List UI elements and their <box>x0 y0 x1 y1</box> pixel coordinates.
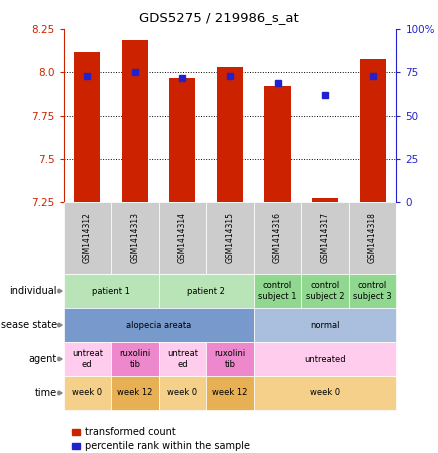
Text: untreat
ed: untreat ed <box>72 349 103 369</box>
Text: control
subject 1: control subject 1 <box>258 281 297 301</box>
Text: normal: normal <box>310 321 340 329</box>
Bar <box>301 202 349 274</box>
Text: week 0: week 0 <box>72 389 102 397</box>
Text: GSM1414316: GSM1414316 <box>273 212 282 263</box>
Bar <box>360 59 386 202</box>
Text: GDS5275 / 219986_s_at: GDS5275 / 219986_s_at <box>139 11 299 24</box>
Bar <box>206 202 254 274</box>
Text: untreated: untreated <box>304 355 346 363</box>
Text: GSM1414312: GSM1414312 <box>83 212 92 263</box>
Text: untreat
ed: untreat ed <box>167 349 198 369</box>
Text: percentile rank within the sample: percentile rank within the sample <box>85 441 251 452</box>
Bar <box>111 202 159 274</box>
Bar <box>349 202 396 274</box>
Bar <box>74 52 100 202</box>
Text: GSM1414318: GSM1414318 <box>368 212 377 263</box>
Text: ruxolini
tib: ruxolini tib <box>119 349 151 369</box>
Text: GSM1414313: GSM1414313 <box>131 212 139 263</box>
Bar <box>122 40 148 202</box>
Bar <box>64 202 111 274</box>
Text: patient 1: patient 1 <box>92 287 130 295</box>
Text: week 0: week 0 <box>310 389 340 397</box>
Bar <box>217 67 243 202</box>
Text: ruxolini
tib: ruxolini tib <box>214 349 246 369</box>
Bar <box>312 198 338 202</box>
Text: control
subject 3: control subject 3 <box>353 281 392 301</box>
Text: week 12: week 12 <box>212 389 247 397</box>
Text: control
subject 2: control subject 2 <box>306 281 344 301</box>
Text: week 0: week 0 <box>167 389 198 397</box>
Text: time: time <box>35 388 57 398</box>
Bar <box>170 77 195 202</box>
Text: alopecia areata: alopecia areata <box>126 321 191 329</box>
Text: patient 2: patient 2 <box>187 287 225 295</box>
Text: individual: individual <box>10 286 57 296</box>
Bar <box>254 202 301 274</box>
Text: GSM1414315: GSM1414315 <box>226 212 234 263</box>
Text: transformed count: transformed count <box>85 427 176 437</box>
Bar <box>159 202 206 274</box>
Text: GSM1414317: GSM1414317 <box>321 212 329 263</box>
Bar <box>265 86 290 202</box>
Text: week 12: week 12 <box>117 389 152 397</box>
Text: disease state: disease state <box>0 320 57 330</box>
Text: GSM1414314: GSM1414314 <box>178 212 187 263</box>
Text: agent: agent <box>29 354 57 364</box>
